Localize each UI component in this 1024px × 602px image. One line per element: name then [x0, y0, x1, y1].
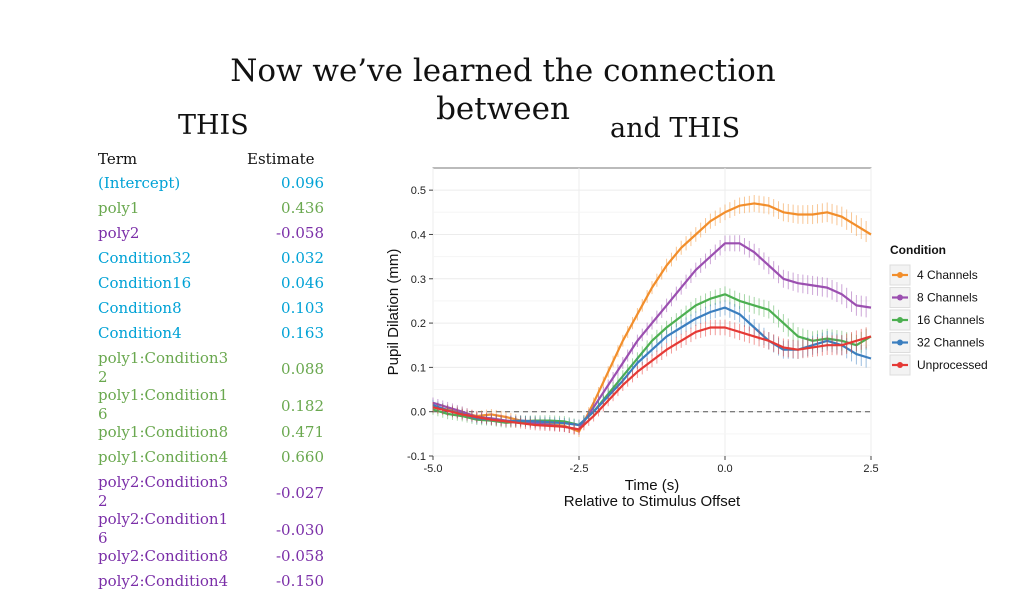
term-cell: poly1:Condition4 [98, 448, 229, 466]
estimate-cell: 0.088 [281, 360, 324, 378]
estimate-cell: -0.058 [275, 547, 324, 565]
estimate-cell: -0.058 [275, 224, 324, 242]
legend-label: 16 Channels [917, 313, 984, 327]
estimate-cell: 0.046 [281, 274, 324, 292]
legend-title: Condition [890, 243, 946, 257]
plot-area [432, 167, 872, 457]
term-cell: Condition16 [98, 274, 192, 292]
term-cell: poly1:Condition32 [98, 349, 229, 386]
estimate-cell: 0.096 [281, 174, 324, 192]
table-row: poly1 0.436 [98, 199, 338, 224]
x-tick-label: 0.0 [717, 463, 732, 475]
legend-label: 8 Channels [917, 291, 978, 305]
term-cell: poly1:Condition16 [98, 386, 229, 423]
legend-marker [897, 317, 903, 323]
table-header: Term Estimate [98, 150, 338, 174]
coefficient-table: Term Estimate (Intercept) 0.096 poly1 0.436… [98, 150, 338, 602]
y-tick-label: 0.1 [411, 362, 426, 374]
table-row: (Intercept) 0.096 [98, 174, 338, 199]
label-this-left: THIS [178, 110, 249, 141]
table-row: poly1:Condition8 0.471 [98, 423, 338, 448]
term-cell: poly2 [98, 224, 140, 242]
series-unprocessed [432, 319, 872, 435]
x-axis-label: Time (s) [625, 477, 679, 494]
y-tick-label: 0.3 [411, 274, 426, 286]
chart-svg: -0.1 0.0 0.1 0.2 0.3 0.4 0.5 -5.0 -2.5 0.0 2.5 Time… [385, 167, 988, 510]
pupil-dilation-chart: -0.1 0.0 0.1 0.2 0.3 0.4 0.5 -5.0 -2.5 0.0 2.5 Time… [380, 160, 1020, 520]
table-row: poly2:Condition16 -0.030 [98, 510, 338, 547]
table-row: Condition8 0.103 [98, 299, 338, 324]
term-cell: poly2:Condition8 [98, 547, 229, 565]
term-cell: poly2:Condition32 [98, 473, 229, 510]
estimate-cell: 0.471 [281, 423, 324, 441]
legend-label: 4 Channels [917, 268, 978, 282]
table-row: Condition16 0.046 [98, 274, 338, 299]
y-tick-label: 0.0 [411, 407, 426, 419]
estimate-cell: 0.032 [281, 249, 324, 267]
term-cell: Condition4 [98, 324, 182, 342]
table-body: (Intercept) 0.096 poly1 0.436 poly2 -0.058 Con… [98, 174, 338, 602]
slide-title: Now we’ve learned the connection between [230, 53, 776, 127]
term-cell: poly2:Condition16 [98, 510, 229, 547]
estimate-cell: 0.436 [281, 199, 324, 217]
x-tick-label: -5.0 [424, 463, 443, 475]
y-tick-label: 0.5 [411, 185, 426, 197]
y-tick-label: -0.1 [407, 451, 426, 463]
label-and-this: and THIS [610, 113, 741, 144]
series-line [432, 326, 872, 431]
series-group [432, 195, 872, 437]
estimate-cell: 0.660 [281, 448, 324, 466]
estimate-cell: -0.030 [275, 521, 324, 539]
table-row: Condition32 0.032 [98, 249, 338, 274]
table-row: poly2:Condition8 -0.058 [98, 547, 338, 572]
x-tick-label: 2.5 [863, 463, 878, 475]
table-row: poly1:Condition32 0.088 [98, 349, 338, 386]
plot-border [432, 167, 872, 457]
legend-marker [897, 339, 903, 346]
table-row: Condition4 0.163 [98, 324, 338, 349]
table-row: poly2 -0.058 [98, 224, 338, 249]
estimate-cell: -0.027 [275, 484, 324, 502]
term-cell: (Intercept) [98, 174, 181, 192]
legend: Condition 4 Channels 8 Channels 16 Channels… [889, 243, 988, 376]
legend-label: 32 Channels [917, 336, 984, 350]
legend-label: Unprocessed [917, 358, 988, 372]
estimate-cell: 0.163 [281, 324, 324, 342]
table-row: poly2:Condition4 -0.150 [98, 572, 338, 602]
x-tick-label: -2.5 [570, 463, 589, 475]
term-cell: poly1 [98, 199, 140, 217]
table-row: poly1:Condition4 0.660 [98, 448, 338, 473]
estimate-cell: 0.182 [281, 397, 324, 415]
term-cell: Condition32 [98, 249, 192, 267]
table-row: poly1:Condition16 0.182 [98, 386, 338, 423]
axes: -0.1 0.0 0.1 0.2 0.3 0.4 0.5 -5.0 -2.5 0.0 2.5 Time… [385, 185, 879, 510]
x-axis-sublabel: Relative to Stimulus Offset [564, 493, 741, 510]
header-estimate: Estimate [247, 150, 315, 168]
legend-marker [897, 272, 903, 278]
estimate-cell: 0.103 [281, 299, 324, 317]
legend-marker [897, 294, 903, 301]
header-term: Term [98, 150, 138, 168]
y-axis-label: Pupil Dilation (mm) [385, 249, 402, 376]
y-tick-label: 0.4 [411, 229, 426, 241]
legend-marker [897, 362, 903, 368]
table-row: poly2:Condition32 -0.027 [98, 473, 338, 510]
y-tick-label: 0.2 [411, 318, 426, 330]
term-cell: Condition8 [98, 299, 182, 317]
term-cell: poly1:Condition8 [98, 423, 229, 441]
